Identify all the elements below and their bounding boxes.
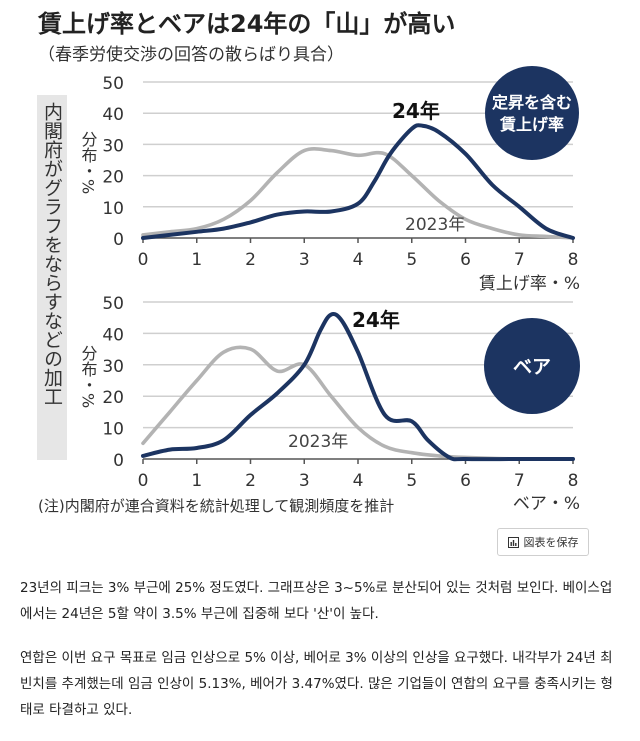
x-tick-label: 7 [514, 471, 525, 491]
x-tick-label: 8 [568, 471, 579, 491]
x-tick-label: 3 [299, 250, 310, 270]
x-tick-label: 3 [299, 471, 310, 491]
x-tick-label: 0 [138, 250, 149, 270]
y-tick-label: 10 [102, 199, 124, 219]
y-tick-label: 50 [102, 294, 124, 314]
x-tick-label: 7 [514, 250, 525, 270]
article-paragraph-1: 23년의 피크는 3% 부근에 25% 정도였다. 그래프상은 3~5%로 분산… [20, 580, 613, 622]
series-label-2024: 24年 [392, 99, 440, 123]
x-tick-label: 2 [245, 250, 256, 270]
badge-label: 賃上げ率 [499, 115, 564, 134]
y-axis-label: 分布・% [79, 345, 98, 408]
x-tick-label: 1 [191, 250, 202, 270]
series-line-2023 [141, 147, 575, 240]
badge-label: ベア [513, 356, 551, 378]
x-tick-label: 5 [406, 250, 417, 270]
x-tick-label: 2 [245, 471, 256, 491]
chart-figure: 内閣府がグラフをならすなどの加工 賃上げ率とベアは24年の「山」が高い （春季労… [37, 10, 580, 515]
x-axis-label: 賃上げ率・% [479, 274, 580, 294]
x-tick-label: 1 [191, 471, 202, 491]
x-tick-label: 8 [568, 250, 579, 270]
series-label-2023: 2023年 [405, 215, 465, 235]
y-tick-label: 20 [102, 168, 124, 188]
y-tick-label: 10 [102, 420, 124, 440]
badge-circle [484, 318, 580, 414]
x-tick-label: 6 [460, 471, 471, 491]
y-tick-label: 0 [113, 230, 124, 250]
save-chart-button[interactable]: 図表を保存 [497, 528, 589, 556]
x-tick-label: 6 [460, 250, 471, 270]
bar-chart-icon [507, 536, 519, 548]
x-tick-label: 0 [138, 471, 149, 491]
wage-increase-panel: 0 10 20 30 40 50 0 1 2 3 4 5 6 7 8 分布・% 賃上げ率・% 24年 2023年 定昇… [79, 66, 580, 294]
footnote: (注)内閣府が連合資料を統計処理して観測頻度を推計 [38, 497, 394, 515]
y-tick-label: 30 [102, 357, 124, 377]
y-tick-label: 0 [113, 451, 124, 471]
x-tick-label: 4 [353, 471, 364, 491]
x-tick-label: 5 [406, 471, 417, 491]
y-tick-label: 40 [102, 105, 124, 125]
side-note-band [37, 95, 67, 460]
badge-label: 定昇を含む [491, 93, 572, 112]
series-line-2024 [141, 312, 575, 462]
series-line-2023 [141, 345, 575, 461]
x-axis-label: ベア・% [513, 494, 580, 514]
base-up-panel: 0 10 20 30 40 50 0 1 2 3 4 5 6 7 8 分布・% ベア・% 24年 2023年 ベア [79, 294, 580, 514]
series-label-2023: 2023年 [288, 432, 348, 452]
badge-circle [485, 66, 579, 160]
y-tick-label: 40 [102, 325, 124, 345]
article-body: 23년의 피크는 3% 부근에 25% 정도였다. 그래프상은 3~5%로 분산… [20, 575, 620, 741]
series-label-2024: 24年 [352, 308, 400, 332]
series-line-2024 [141, 123, 575, 240]
chart-subtitle: （春季労使交渉の回答の散らばり具合） [38, 44, 344, 65]
x-tick-label: 4 [353, 250, 364, 270]
y-tick-label: 50 [102, 74, 124, 94]
chart-title: 賃上げ率とベアは24年の「山」が高い [37, 10, 455, 38]
save-chart-label: 図表を保存 [523, 536, 579, 549]
y-axis-label: 分布・% [79, 131, 98, 194]
y-tick-label: 30 [102, 136, 124, 156]
y-tick-label: 20 [102, 388, 124, 408]
article-paragraph-2: 연합은 이번 요구 목표로 임금 인상으로 5% 이상, 베어로 3% 이상의 … [20, 650, 613, 718]
side-note: 内閣府がグラフをならすなどの加工 [41, 102, 63, 406]
